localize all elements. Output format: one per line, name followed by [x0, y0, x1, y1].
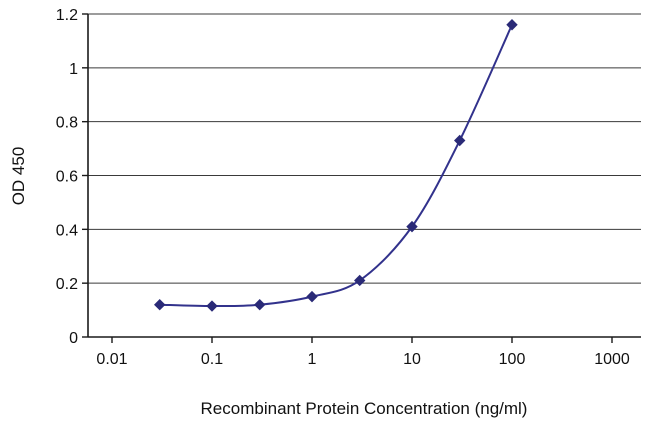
series-line: [159, 24, 513, 308]
y-tick-label: 1.2: [56, 7, 78, 24]
data-point-marker: [254, 298, 266, 311]
gridlines: [88, 13, 641, 284]
data-point-marker: [354, 274, 366, 287]
data-series: [154, 19, 518, 312]
data-point-marker: [306, 290, 318, 303]
y-axis-title: OD 450: [9, 147, 28, 206]
y-tick-label: 0: [69, 330, 78, 347]
y-tick-label: 1: [69, 61, 78, 78]
data-point-marker: [206, 300, 218, 312]
data-point-marker: [454, 134, 466, 147]
data-point-marker: [406, 220, 418, 233]
x-tick-label: 0.1: [201, 351, 223, 368]
y-tick-label: 0.2: [56, 276, 78, 293]
data-point-marker: [506, 19, 518, 31]
x-tick-labels: 0.01 0.1 1 10 100 1000: [96, 351, 629, 368]
x-tick-label: 1000: [594, 351, 630, 368]
x-axis-title: Recombinant Protein Concentration (ng/ml…: [201, 399, 528, 418]
y-tick-label: 0.6: [56, 169, 78, 186]
y-tick-labels: 0 0.2 0.4 0.6 0.8 1 1.2: [56, 7, 78, 347]
data-point-marker: [154, 298, 166, 311]
y-tick-label: 0.4: [56, 222, 78, 239]
y-tick-label: 0.8: [56, 115, 78, 132]
x-tick-label: 0.01: [96, 351, 127, 368]
x-tick-label: 1: [308, 351, 317, 368]
x-tick-label: 10: [403, 351, 421, 368]
axes: [82, 13, 641, 343]
x-tick-label: 100: [499, 351, 526, 368]
